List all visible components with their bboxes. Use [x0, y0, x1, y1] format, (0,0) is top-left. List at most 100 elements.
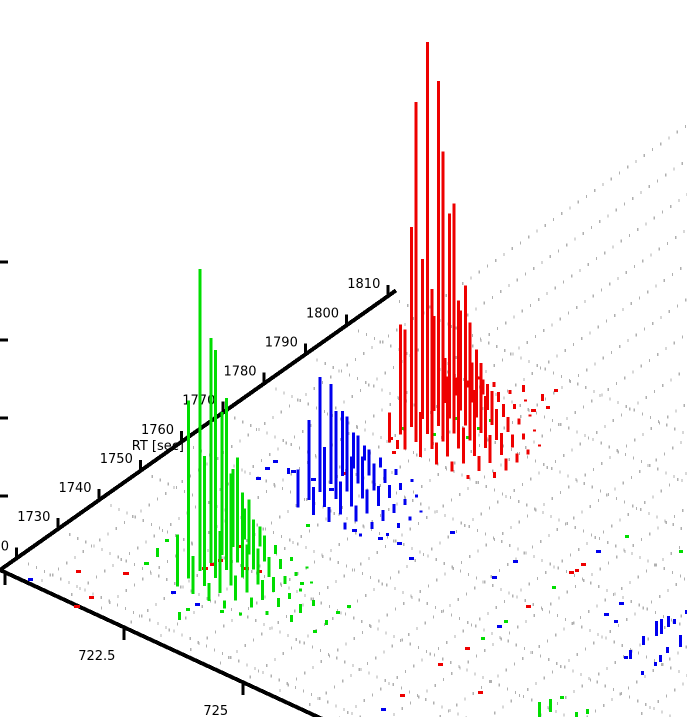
- grid-dot: [526, 503, 528, 507]
- ms-peak-stick: [421, 258, 425, 419]
- grid-dot: [554, 459, 556, 463]
- grid-dot: [413, 403, 415, 407]
- grid-dot: [390, 344, 392, 348]
- grid-dot: [376, 551, 378, 554]
- grid-dot: [648, 185, 650, 189]
- grid-dot: [457, 712, 459, 716]
- grid-dot: [290, 442, 292, 446]
- grid-dot: [429, 305, 431, 309]
- grid-dot: [436, 578, 438, 582]
- grid-dot: [434, 605, 436, 609]
- grid-dot: [510, 496, 512, 500]
- grid-dot: [370, 625, 372, 629]
- grid-dot: [620, 691, 623, 695]
- grid-dot: [170, 523, 172, 527]
- grid-dot: [450, 661, 452, 665]
- grid-dot: [641, 711, 643, 715]
- grid-dot: [607, 387, 609, 391]
- grid-dot: [260, 459, 262, 462]
- grid-dot: [348, 421, 350, 425]
- grid-dot: [391, 471, 393, 475]
- grid-dot: [288, 586, 290, 590]
- grid-dot: [255, 619, 257, 623]
- grid-dot: [264, 527, 266, 531]
- grid-dot: [441, 705, 443, 709]
- ms-peak-stick: [446, 376, 450, 457]
- grid-dot: [242, 576, 244, 579]
- grid-dot: [246, 538, 248, 542]
- grid-dot: [409, 642, 411, 646]
- grid-dot: [531, 650, 534, 654]
- grid-dot: [389, 392, 391, 396]
- grid-dot: [282, 439, 284, 443]
- grid-dot: [579, 616, 581, 620]
- grid-dot: [602, 356, 604, 360]
- grid-dot: [479, 617, 481, 621]
- grid-dot: [272, 531, 275, 535]
- grid-dot: [586, 542, 588, 545]
- noise-mark: [666, 647, 669, 653]
- grid-dot: [551, 466, 553, 470]
- rt-axis-line: [0, 288, 398, 572]
- grid-dot: [642, 432, 644, 436]
- grid-dot: [261, 632, 263, 636]
- grid-dot: [157, 622, 159, 626]
- ms-peak-stick: [517, 418, 521, 425]
- grid-dot: [647, 559, 649, 563]
- noise-mark: [336, 611, 340, 614]
- grid-dot: [637, 401, 639, 405]
- grid-dot: [470, 449, 472, 453]
- grid-dot: [311, 645, 313, 649]
- grid-dot: [289, 490, 292, 494]
- grid-dot: [159, 478, 161, 482]
- grid-dot: [645, 703, 647, 707]
- noise-mark: [504, 620, 508, 623]
- grid-dot: [338, 513, 340, 517]
- noise-mark: [76, 570, 81, 573]
- grid-dot: [541, 434, 543, 438]
- grid-dot: [478, 444, 480, 448]
- grid-dot: [601, 393, 603, 397]
- grid-dot: [630, 600, 632, 603]
- ms-peak-stick: [198, 268, 202, 571]
- grid-dot: [541, 260, 543, 264]
- grid-dot: [138, 614, 140, 618]
- grid-dot: [667, 589, 669, 592]
- grid-dot: [467, 660, 469, 664]
- axes-ticks: [0, 260, 390, 696]
- mz-tick-label: 722.5: [78, 649, 115, 664]
- grid-dot: [503, 253, 505, 256]
- grid-dot: [416, 627, 418, 631]
- grid-dot: [319, 649, 322, 653]
- grid-dot: [508, 631, 510, 635]
- grid-dot: [320, 601, 322, 605]
- grid-dot: [133, 583, 135, 587]
- grid-dot: [446, 641, 448, 644]
- grid-dot: [332, 366, 334, 369]
- grid-dot: [592, 294, 594, 298]
- ms-peak-stick: [289, 557, 293, 562]
- grid-dot: [500, 588, 502, 591]
- grid-dot: [370, 528, 372, 532]
- grid-dot: [678, 670, 680, 674]
- grid-dot: [660, 663, 662, 667]
- noise-mark: [641, 671, 644, 675]
- grid-dot: [590, 533, 593, 537]
- noise-mark: [195, 603, 200, 606]
- grid-dot: [507, 639, 509, 643]
- grid-dot: [247, 433, 249, 437]
- grid-dot: [270, 674, 272, 678]
- noise-mark: [614, 620, 618, 623]
- grid-dot: [518, 693, 520, 697]
- grid-dot: [274, 484, 276, 488]
- grid-dot: [645, 395, 647, 399]
- axes-lines: [0, 288, 398, 717]
- grid-dot: [638, 296, 640, 300]
- ms-peak-stick: [187, 400, 191, 579]
- grid-dot: [330, 375, 332, 379]
- grid-dot: [617, 450, 619, 454]
- grid-dot: [82, 550, 84, 554]
- grid-dot: [533, 440, 535, 444]
- grid-dot: [599, 567, 601, 571]
